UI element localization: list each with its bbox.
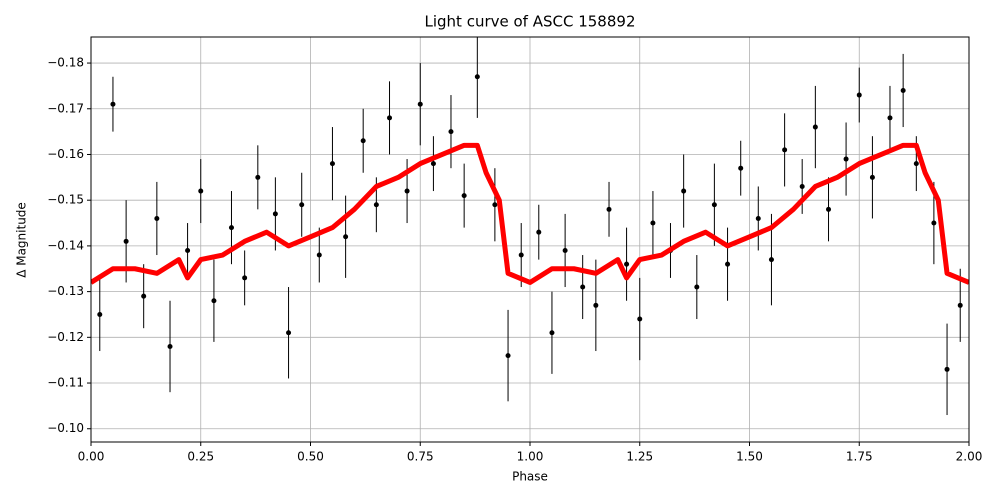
data-point (154, 215, 160, 221)
data-point (448, 129, 454, 135)
data-point (167, 343, 173, 349)
data-point (913, 161, 919, 167)
data-point (316, 252, 322, 258)
data-point (856, 92, 862, 98)
data-point (725, 261, 731, 267)
y-tick-label: −0.18 (47, 56, 84, 70)
x-tick-label: 0.00 (78, 450, 105, 464)
data-point (286, 330, 292, 336)
data-point (562, 247, 568, 253)
data-point (536, 229, 542, 235)
data-point (900, 87, 906, 93)
data-point (141, 293, 147, 299)
data-point (299, 202, 305, 208)
chart-title: Light curve of ASCC 158892 (425, 13, 636, 31)
data-point (869, 174, 875, 180)
data-point (843, 156, 849, 162)
y-axis-label: Δ Magnitude (15, 202, 29, 278)
y-tick-label: −0.10 (47, 421, 84, 435)
data-point (738, 165, 744, 171)
y-tick-label: −0.16 (47, 147, 84, 161)
data-point (606, 206, 612, 212)
data-point (329, 161, 335, 167)
data-point (373, 202, 379, 208)
data-point (110, 101, 116, 107)
data-point (755, 215, 761, 221)
data-point (957, 302, 963, 308)
data-point (549, 330, 555, 336)
data-point (272, 211, 278, 217)
data-point (417, 101, 423, 107)
data-point (211, 298, 217, 304)
data-point (624, 261, 630, 267)
y-tick-label: −0.17 (47, 101, 84, 115)
y-tick-label: −0.14 (47, 238, 84, 252)
data-point (123, 238, 129, 244)
x-tick-label: 1.50 (736, 450, 763, 464)
data-point (185, 247, 191, 253)
data-point (694, 284, 700, 290)
data-point (768, 257, 774, 263)
data-point (711, 202, 717, 208)
y-tick-label: −0.12 (47, 330, 84, 344)
data-point (228, 225, 234, 231)
data-point (461, 193, 467, 199)
data-point (242, 275, 248, 281)
x-tick-label: 0.50 (297, 450, 324, 464)
trend-line (91, 142, 969, 285)
data-point (650, 220, 656, 226)
x-tick-label: 1.25 (626, 450, 653, 464)
data-point (474, 74, 480, 80)
y-tick-label: −0.13 (47, 284, 84, 298)
x-tick-label: 1.75 (846, 450, 873, 464)
x-tick-label: 2.00 (956, 450, 983, 464)
data-point (387, 115, 393, 121)
x-tick-label: 0.25 (187, 450, 214, 464)
data-point (97, 311, 103, 317)
data-point (580, 284, 586, 290)
data-point (492, 202, 498, 208)
data-point (799, 183, 805, 189)
plot-frame (90, 36, 970, 443)
data-point (931, 220, 937, 226)
data-point (505, 353, 511, 359)
x-axis-label: Phase (512, 470, 548, 484)
y-tick-label: −0.11 (47, 376, 84, 390)
data-point (593, 302, 599, 308)
data-point (404, 188, 410, 194)
data-point (343, 234, 349, 240)
data-point (944, 366, 950, 372)
data-point (430, 161, 436, 167)
y-tick-label: −0.15 (47, 193, 84, 207)
data-point (681, 188, 687, 194)
x-tick-label: 0.75 (407, 450, 434, 464)
x-tick-label: 1.00 (517, 450, 544, 464)
data-point (637, 316, 643, 322)
data-point (360, 138, 366, 144)
data-point (518, 252, 524, 258)
data-point (198, 188, 204, 194)
data-point (782, 147, 788, 153)
data-point (887, 115, 893, 121)
data-point (255, 174, 261, 180)
data-point (812, 124, 818, 130)
data-point (826, 206, 832, 212)
